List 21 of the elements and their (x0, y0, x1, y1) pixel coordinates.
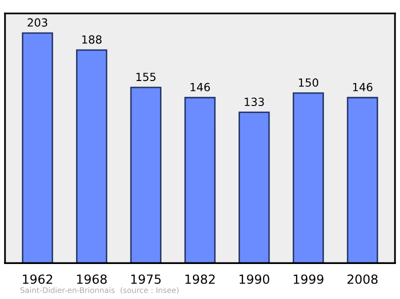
bar (22, 32, 54, 264)
x-tick-label: 2008 (348, 274, 378, 284)
data-label: 146 (190, 82, 210, 92)
data-label: 203 (28, 18, 48, 27)
data-label: 150 (298, 78, 318, 87)
bar (346, 96, 378, 264)
data-label: 133 (244, 98, 264, 106)
bar (76, 49, 108, 264)
x-tick-label: 1968 (77, 274, 107, 284)
bar (184, 96, 216, 264)
data-label: 188 (82, 35, 102, 44)
data-label: 146 (353, 82, 372, 92)
x-tick-label: 1982 (185, 274, 215, 284)
x-tick-label: 1975 (131, 274, 161, 284)
x-tick-label: 1962 (22, 274, 52, 284)
bar (238, 112, 270, 264)
x-tick-label: 1990 (240, 274, 270, 284)
data-label: 155 (136, 72, 156, 82)
x-tick-label: 1999 (294, 274, 324, 284)
bar (130, 86, 162, 264)
bar (292, 92, 324, 264)
